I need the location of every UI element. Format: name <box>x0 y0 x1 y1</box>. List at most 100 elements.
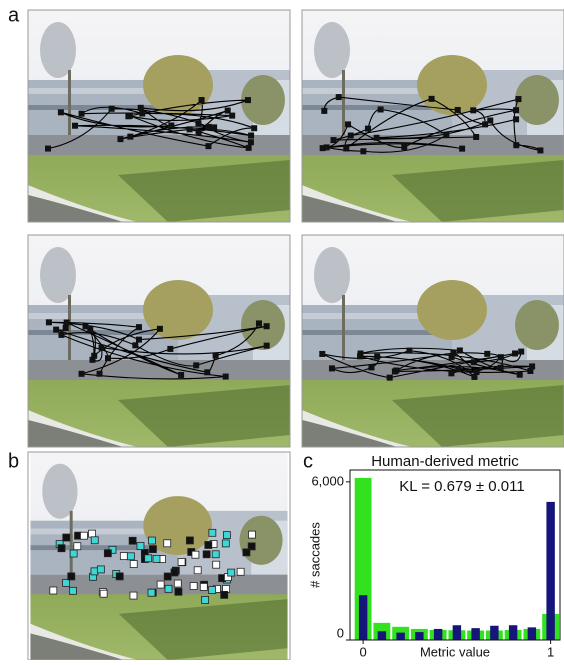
fixation-marker <box>163 572 172 581</box>
fixation-marker <box>174 587 183 596</box>
annotation: KL = 0.679 ± 0.011 <box>399 478 524 495</box>
bar <box>433 628 443 640</box>
fixation <box>328 365 335 372</box>
fixation <box>516 371 523 378</box>
fixation-marker <box>163 539 172 548</box>
fixation <box>87 326 94 333</box>
bar <box>490 625 499 640</box>
fixation <box>335 94 342 101</box>
fixation <box>251 125 258 132</box>
fixation-marker <box>80 531 88 540</box>
fixation <box>205 123 212 130</box>
fixation <box>473 369 480 376</box>
fixation <box>470 359 477 366</box>
fixation <box>57 109 64 116</box>
fixation <box>471 373 478 380</box>
fixation <box>195 129 202 136</box>
fixation <box>45 145 52 152</box>
bar <box>415 632 424 640</box>
fixation <box>323 144 330 151</box>
chart-title: Human-derived metric <box>371 453 519 470</box>
fixation <box>364 125 371 132</box>
fixation <box>497 364 504 371</box>
fixation-marker <box>164 584 173 593</box>
fixation <box>357 350 364 357</box>
fixation <box>428 95 435 102</box>
photo <box>28 235 290 447</box>
fixation-marker <box>144 554 153 563</box>
fixation <box>374 353 381 360</box>
bar <box>508 625 518 640</box>
fixation <box>45 319 52 326</box>
fixation <box>168 122 175 129</box>
fixation <box>135 336 142 343</box>
fixation <box>529 363 536 370</box>
fixation <box>255 320 262 327</box>
fixation-marker <box>189 582 198 590</box>
fixation <box>108 105 115 112</box>
photo-frame <box>301 234 564 448</box>
fixation <box>211 124 218 131</box>
fixation-marker <box>88 529 97 538</box>
fixation-marker <box>201 596 210 604</box>
fixation-marker <box>220 590 229 599</box>
fixation <box>497 354 504 361</box>
fixation <box>512 350 519 357</box>
fixation-marker <box>147 588 156 597</box>
plot-frame <box>349 469 561 641</box>
fixation-marker <box>222 531 231 540</box>
fixation-marker <box>128 536 137 545</box>
fixation <box>117 136 124 143</box>
fixation <box>156 325 163 332</box>
fixation <box>204 369 211 376</box>
fixation <box>89 356 96 363</box>
fixation <box>104 355 111 362</box>
fixation-marker <box>212 560 221 569</box>
photo <box>302 235 564 447</box>
fixation <box>345 121 352 128</box>
fixation <box>518 348 525 355</box>
scanpath <box>45 97 258 152</box>
x-axis-label: Metric value <box>420 644 490 659</box>
fixation-marker <box>57 544 66 553</box>
fixation-marker <box>208 586 217 594</box>
fixation-marker <box>173 579 182 588</box>
fixation <box>224 107 231 114</box>
scanpath <box>319 347 536 381</box>
fixation-marker <box>73 542 82 551</box>
fixation <box>443 132 450 139</box>
fixation-marker <box>248 530 256 539</box>
fixation <box>205 143 212 150</box>
fixation-marker <box>221 539 230 548</box>
photo-frame <box>27 9 291 223</box>
fixation <box>513 116 520 123</box>
fixation <box>527 367 534 374</box>
photo-panels <box>27 9 564 661</box>
fixation-marker <box>126 552 135 561</box>
fixation <box>473 133 480 140</box>
fixation <box>193 362 200 369</box>
y-axis-label: # saccades <box>307 522 322 588</box>
fixation <box>63 319 70 326</box>
fixation-marker <box>199 583 208 591</box>
fixation <box>482 121 489 128</box>
fixation <box>448 370 455 377</box>
panel-label: c <box>303 450 313 472</box>
bar <box>546 501 555 640</box>
bar <box>471 628 480 640</box>
fixation <box>487 117 494 124</box>
fixation <box>127 133 134 140</box>
fixation <box>78 110 85 117</box>
fixation-marker <box>152 554 161 563</box>
fixation-marker <box>227 568 236 577</box>
fixation <box>330 137 337 144</box>
fixation <box>78 370 85 377</box>
fixation <box>72 122 79 129</box>
bar <box>358 595 368 640</box>
fixation <box>391 368 398 375</box>
fixation <box>53 326 60 333</box>
fixation <box>368 364 375 371</box>
fixation <box>377 106 384 113</box>
scanpath <box>319 94 544 155</box>
